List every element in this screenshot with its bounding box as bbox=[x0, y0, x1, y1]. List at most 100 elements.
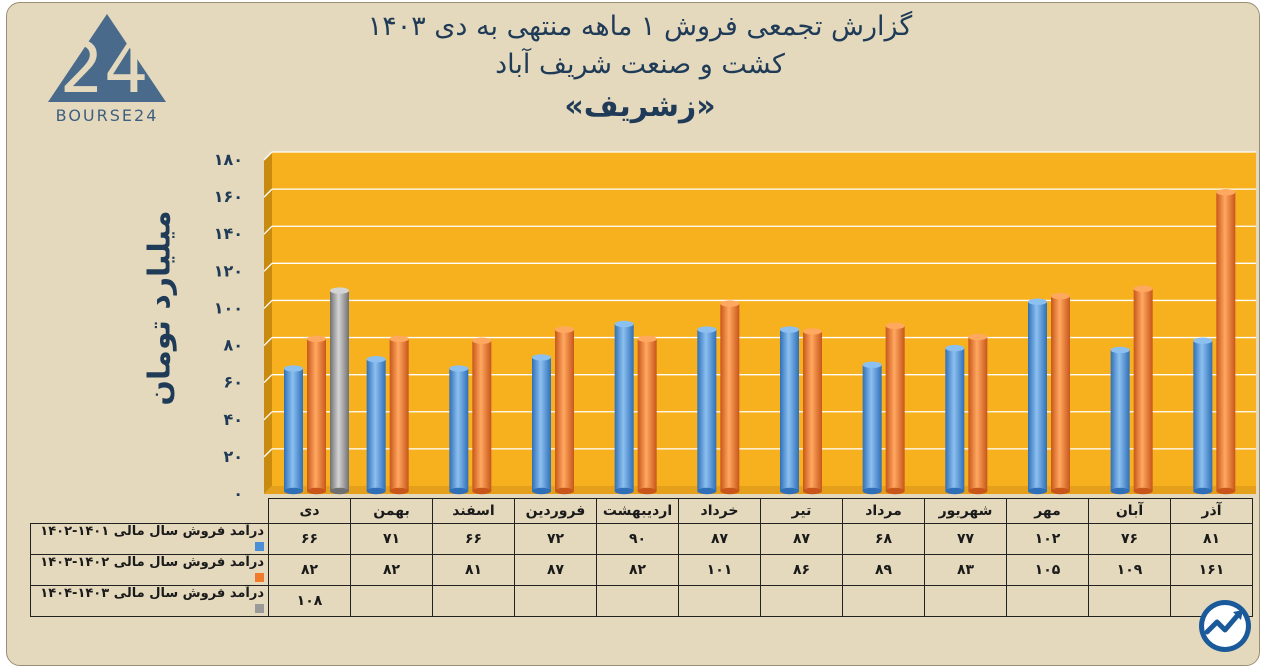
bar bbox=[389, 335, 409, 495]
series-3-label: درآمد فروش سال مالی ۱۴۰۳-۱۴۰۴ bbox=[30, 585, 269, 617]
series-2-value: ۸۹ bbox=[842, 554, 925, 586]
chart-title: گزارش تجمعی فروش ۱ ماهه منتهی به دی ۱۴۰۳… bbox=[360, 8, 920, 130]
series-1-value: ۷۱ bbox=[350, 523, 433, 555]
series-1-value: ۶۸ bbox=[842, 523, 925, 555]
title-line-1: گزارش تجمعی فروش ۱ ماهه منتهی به دی ۱۴۰۳ bbox=[367, 11, 913, 42]
y-tick-label: ۰ bbox=[233, 484, 243, 503]
series-2-value: ۸۲ bbox=[268, 554, 351, 586]
y-tick-label: ۸۰ bbox=[223, 336, 243, 355]
table-header-row: دی بهمن اسفند فروردین اردیبهشت خرداد تیر مرداد ش… bbox=[31, 498, 1253, 524]
series-3-value bbox=[924, 585, 1007, 617]
bar bbox=[637, 335, 657, 495]
y-tick-label: ۱۲۰ bbox=[214, 261, 243, 280]
series-1-value: ۷۲ bbox=[514, 523, 597, 555]
bar bbox=[330, 287, 349, 495]
series-2-value: ۸۱ bbox=[432, 554, 515, 586]
y-tick-label: ۱۶۰ bbox=[214, 187, 243, 206]
table-row: درآمد فروش سال مالی ۱۴۰۲-۱۴۰۳ ۸۲ ۸۲ ۸۱ ۸۷ ۸۲… bbox=[30, 554, 1253, 586]
month-cell: آبان bbox=[1088, 498, 1171, 524]
bar bbox=[720, 300, 740, 495]
series-1-value: ۸۱ bbox=[1170, 523, 1253, 555]
table-row: درآمد فروش سال مالی ۱۴۰۱-۱۴۰۲ ۶۶ ۷۱ ۶۶ ۷۲ ۹۰… bbox=[30, 523, 1253, 555]
month-cell: دی bbox=[268, 498, 351, 524]
bar bbox=[1133, 285, 1153, 495]
data-table: دی بهمن اسفند فروردین اردیبهشت خرداد تیر مرداد ش… bbox=[30, 498, 1253, 617]
title-line-3: «زشریف» bbox=[564, 89, 716, 124]
series-2-value: ۸۲ bbox=[350, 554, 433, 586]
series-3-value bbox=[760, 585, 843, 617]
series-1-label: درآمد فروش سال مالی ۱۴۰۱-۱۴۰۲ bbox=[30, 523, 269, 555]
series-1-value: ۸۷ bbox=[760, 523, 843, 555]
bar bbox=[472, 337, 492, 495]
gridline bbox=[263, 151, 273, 161]
series-2-value: ۱۰۵ bbox=[1006, 554, 1089, 586]
trend-logo-icon bbox=[1199, 600, 1251, 652]
gridline bbox=[263, 188, 273, 198]
gridline bbox=[263, 225, 273, 235]
series-3-value bbox=[514, 585, 597, 617]
bar bbox=[1110, 346, 1130, 495]
series-1-value: ۹۰ bbox=[596, 523, 679, 555]
series-2-value: ۱۰۱ bbox=[678, 554, 761, 586]
y-axis-label: میلیارد تومان bbox=[142, 210, 178, 406]
bar bbox=[968, 333, 988, 495]
series-1-value: ۷۶ bbox=[1088, 523, 1171, 555]
series-2-label: درآمد فروش سال مالی ۱۴۰۲-۱۴۰۳ bbox=[30, 554, 269, 586]
gridline bbox=[263, 262, 273, 272]
month-cell: اردیبهشت bbox=[596, 498, 679, 524]
series-2-value: ۸۲ bbox=[596, 554, 679, 586]
bar bbox=[532, 354, 551, 495]
series-1-swatch bbox=[255, 542, 264, 551]
month-cell: خرداد bbox=[678, 498, 761, 524]
bar bbox=[366, 356, 386, 495]
series-2-value: ۱۰۹ bbox=[1088, 554, 1171, 586]
bar bbox=[862, 361, 882, 495]
y-tick-label: ۲۰ bbox=[223, 447, 243, 466]
series-3-value bbox=[1088, 585, 1171, 617]
month-cell: مرداد bbox=[842, 498, 925, 524]
gridline bbox=[263, 374, 273, 384]
y-tick-label: ۱۸۰ bbox=[214, 150, 243, 169]
series-3-value bbox=[432, 585, 515, 617]
y-tick-label: ۴۰ bbox=[223, 410, 243, 429]
bar bbox=[284, 365, 303, 495]
bar bbox=[885, 322, 905, 495]
logo-mark: 24 bbox=[59, 27, 148, 109]
plot-side-wall bbox=[264, 152, 272, 494]
month-cell: مهر bbox=[1006, 498, 1089, 524]
series-2-value: ۸۷ bbox=[514, 554, 597, 586]
month-cell: تیر bbox=[760, 498, 843, 524]
y-tick-label: ۱۰۰ bbox=[214, 298, 243, 317]
series-1-value: ۶۶ bbox=[432, 523, 515, 555]
series-3-value bbox=[596, 585, 679, 617]
gridline bbox=[263, 411, 273, 421]
bar bbox=[697, 326, 717, 495]
bar bbox=[945, 344, 965, 495]
series-2-swatch bbox=[255, 573, 264, 582]
series-3-value bbox=[1006, 585, 1089, 617]
month-cell: بهمن bbox=[350, 498, 433, 524]
series-2-value: ۸۳ bbox=[924, 554, 1007, 586]
series-1-value: ۱۰۲ bbox=[1006, 523, 1089, 555]
y-tick-label: ۱۴۰ bbox=[214, 224, 243, 243]
y-tick-label: ۶۰ bbox=[223, 373, 243, 392]
gridline bbox=[263, 448, 273, 458]
series-1-value: ۸۷ bbox=[678, 523, 761, 555]
series-2-value: ۸۶ bbox=[760, 554, 843, 586]
bar bbox=[307, 335, 326, 495]
series-3-swatch bbox=[255, 604, 264, 613]
table-row: درآمد فروش سال مالی ۱۴۰۳-۱۴۰۴ ۱۰۸ bbox=[30, 585, 1253, 617]
month-cell: آذر bbox=[1170, 498, 1253, 524]
gridline bbox=[263, 337, 273, 347]
plot-floor bbox=[264, 486, 1256, 494]
bar bbox=[1028, 298, 1047, 495]
series-3-value bbox=[350, 585, 433, 617]
bar bbox=[555, 326, 574, 495]
series-3-value: ۱۰۸ bbox=[268, 585, 351, 617]
bar bbox=[1216, 189, 1236, 495]
gridline bbox=[263, 299, 273, 309]
series-3-value bbox=[842, 585, 925, 617]
plot-area bbox=[272, 152, 1256, 486]
table-corner bbox=[31, 499, 269, 524]
bar bbox=[803, 328, 822, 495]
